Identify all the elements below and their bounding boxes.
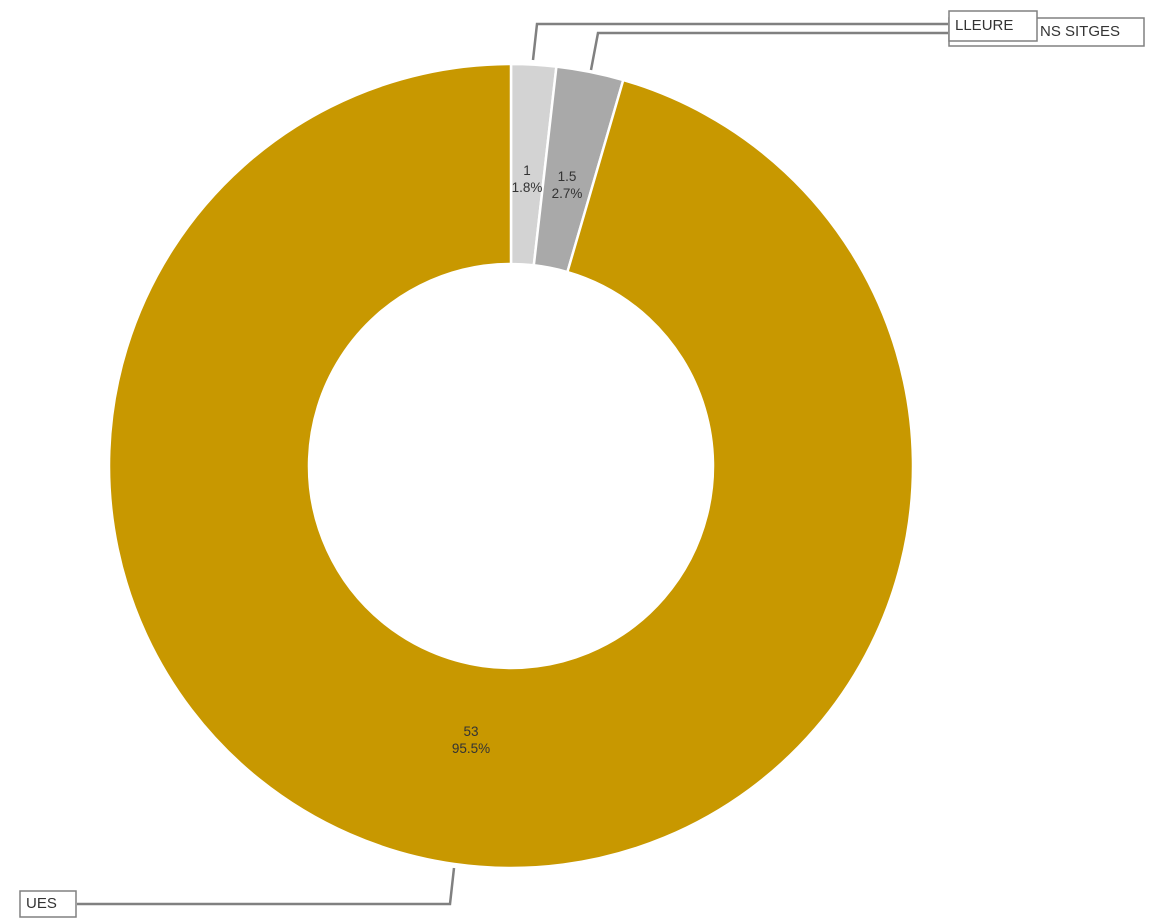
slice-value-label: 1.5	[558, 169, 577, 184]
callout-box	[948, 10, 1038, 42]
callout-label: NS SITGES	[1040, 23, 1120, 40]
callout-ues: UES	[19, 890, 77, 918]
slice-labels-group: 1 1.8% 1.5 2.7% 53 95.5%	[452, 163, 583, 756]
leader-line	[531, 22, 948, 61]
leader-line	[77, 867, 456, 906]
slice-ues[interactable]	[107, 62, 915, 870]
slice-percent-label: 95.5%	[452, 741, 490, 756]
leader-line	[589, 31, 948, 71]
slice-value-label: 53	[463, 724, 478, 739]
callouts-group: NS SITGES UES LLEURE	[19, 10, 1145, 918]
callout-label: UES	[26, 895, 57, 912]
slices-group	[107, 62, 915, 870]
leader-lines-group	[77, 22, 948, 906]
callout-box	[19, 890, 77, 918]
slice-percent-label: 2.7%	[552, 186, 583, 201]
slice-value-label: 1	[523, 163, 531, 178]
slice-percent-label: 1.8%	[512, 180, 543, 195]
callout-lleure: LLEURE	[948, 10, 1038, 42]
callout-label: LLEURE	[955, 17, 1013, 34]
